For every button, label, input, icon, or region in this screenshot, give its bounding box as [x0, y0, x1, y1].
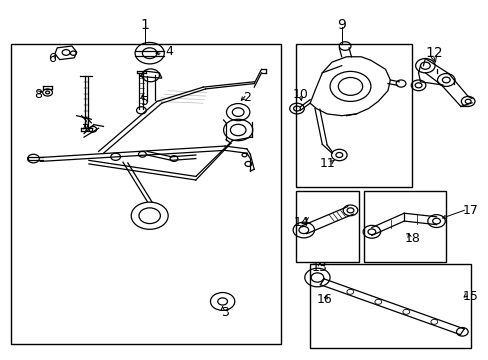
Text: 8: 8 — [34, 88, 42, 101]
Text: 16: 16 — [316, 293, 332, 306]
Text: 9: 9 — [337, 18, 346, 32]
Text: 11: 11 — [319, 157, 334, 170]
Text: 4: 4 — [165, 45, 173, 58]
Text: 3: 3 — [221, 306, 228, 319]
Text: 17: 17 — [462, 204, 478, 217]
Text: 6: 6 — [48, 52, 56, 65]
Text: 18: 18 — [404, 233, 419, 246]
Bar — [309, 264, 469, 348]
Text: 2: 2 — [243, 91, 250, 104]
Text: 7: 7 — [82, 123, 90, 136]
Bar — [11, 44, 281, 344]
Text: 12: 12 — [425, 46, 442, 60]
Text: 15: 15 — [462, 289, 478, 303]
Text: 1: 1 — [140, 18, 149, 32]
Text: 10: 10 — [292, 88, 308, 101]
Bar — [295, 44, 411, 187]
Text: 14: 14 — [293, 216, 309, 229]
Bar — [295, 191, 358, 262]
Text: 5: 5 — [141, 95, 148, 108]
Text: 13: 13 — [311, 261, 327, 274]
Bar — [363, 191, 446, 262]
